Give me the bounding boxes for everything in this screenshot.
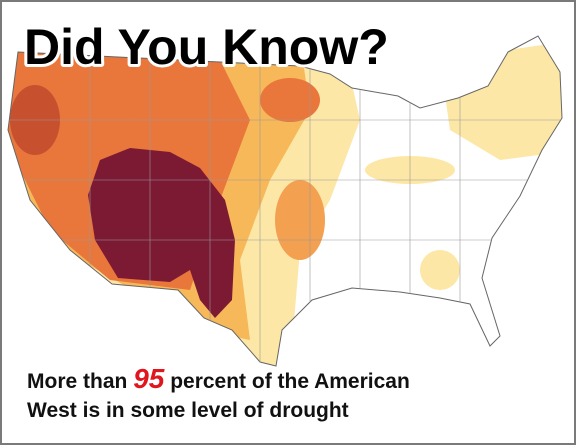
caption-text: percent of the American — [170, 370, 410, 393]
title: Did You Know? — [24, 19, 389, 75]
caption-line-1: More than 95 percent of the American — [27, 363, 410, 394]
highlight-number: 95 — [133, 363, 165, 394]
caption-line-2: West is in some level of drought — [27, 399, 349, 422]
caption-text: More than — [27, 370, 127, 393]
